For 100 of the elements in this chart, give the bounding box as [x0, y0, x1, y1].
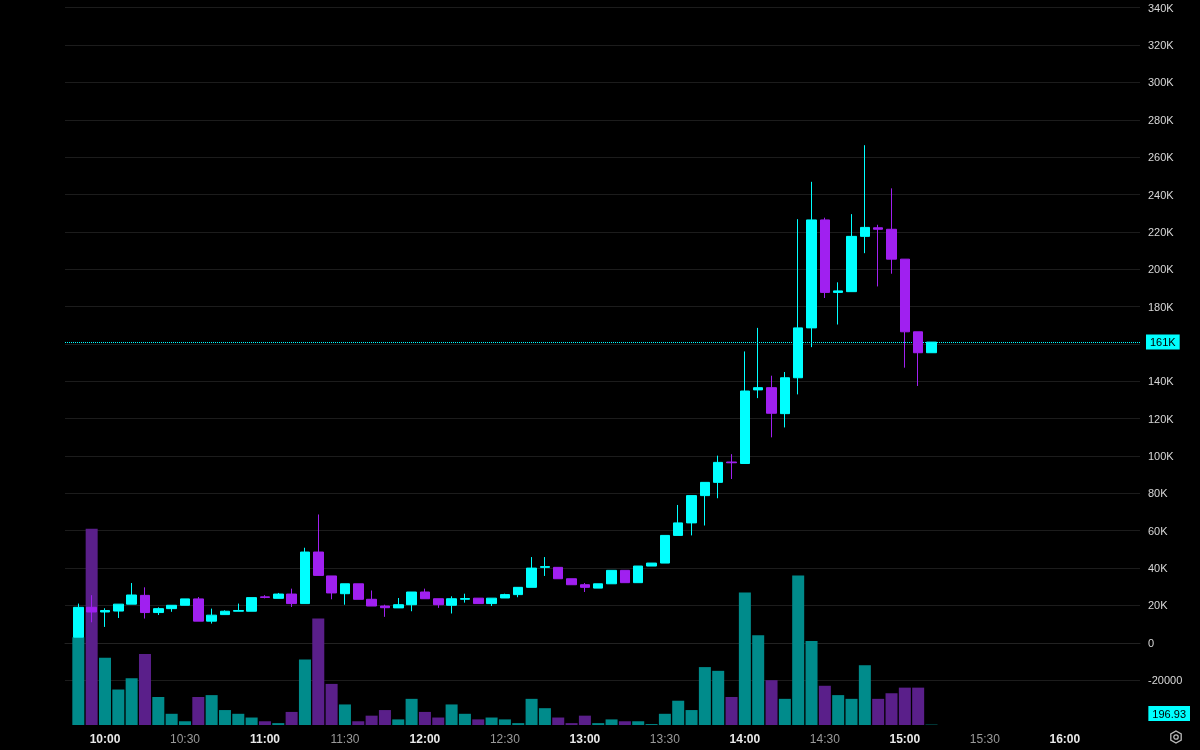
candlestick: [313, 513, 324, 576]
bar: [285, 711, 298, 725]
candlestick: [460, 593, 470, 604]
candlestick: [673, 504, 683, 536]
candlestick: [380, 604, 390, 618]
x-tick-label: 12:30: [489, 732, 521, 746]
candlestick: [886, 187, 897, 275]
bar: [632, 721, 645, 725]
candlestick: [566, 578, 577, 586]
x-tick-label: 14:00: [729, 732, 761, 746]
candlestick: [633, 565, 643, 584]
candlestick: [166, 604, 177, 613]
candlestick: [593, 583, 603, 589]
bar: [85, 528, 98, 725]
y-tick-label: 200K: [1148, 263, 1175, 276]
candlestick: [273, 592, 284, 599]
candlestick: [153, 606, 164, 616]
candlestick: [286, 588, 297, 608]
candlestick: [766, 375, 777, 438]
bar: [765, 680, 778, 725]
y-tick-label: 240K: [1148, 188, 1175, 201]
bar: [832, 695, 845, 725]
candlestick: [900, 258, 910, 369]
candlestick: [193, 596, 204, 622]
bar: [245, 717, 258, 725]
candlestick: [620, 569, 630, 584]
candlestick: [646, 562, 657, 567]
candlestick: [100, 607, 110, 628]
candlestick: [86, 594, 97, 623]
candlestick: [833, 281, 843, 326]
candlestick: [780, 371, 790, 428]
candlestick: [420, 588, 430, 600]
candlestick: [300, 547, 310, 605]
bar: [325, 683, 338, 725]
candlestick: [366, 590, 377, 607]
candlestick: [873, 224, 883, 287]
y-tick-label: 340K: [1148, 1, 1175, 14]
candlestick: [446, 595, 457, 614]
bar: [152, 696, 165, 725]
x-tick-label: 10:30: [169, 732, 201, 746]
y-tick-label: 120K: [1148, 412, 1175, 425]
candlestick: [73, 603, 84, 638]
candlestick: [220, 609, 230, 616]
x-tick-label: 10:00: [89, 732, 121, 746]
y-tick-label: 80K: [1148, 487, 1169, 500]
y-tick-label: 300K: [1148, 76, 1175, 89]
x-tick-label: 15:30: [969, 732, 1001, 746]
bar: [392, 719, 405, 725]
y-tick-label: 280K: [1148, 113, 1175, 126]
bar: [605, 719, 618, 725]
bar: [352, 721, 365, 725]
bar: [138, 654, 151, 725]
candlestick: [686, 495, 697, 536]
candlestick: [180, 598, 190, 606]
x-tick-label: 13:30: [649, 732, 681, 746]
candlestick: [860, 144, 870, 254]
bar: [618, 721, 631, 725]
x-tick-label: 12:00: [409, 732, 441, 746]
x-tick-label: 13:00: [569, 732, 601, 746]
candlestick: [393, 597, 404, 609]
x-tick-label: 11:00: [249, 732, 281, 746]
x-tick-label: 15:00: [889, 732, 921, 746]
bar: [125, 678, 138, 725]
y-tick-label: 320K: [1148, 39, 1175, 52]
candlestick: [326, 575, 337, 600]
ref-line-label: 161K: [1150, 336, 1177, 349]
bar: [192, 696, 205, 725]
candlestick: [846, 213, 857, 293]
y-tick-label: 60K: [1148, 524, 1169, 537]
y-tick-label: 100K: [1148, 450, 1175, 463]
candlestick: [206, 608, 217, 625]
bar: [298, 659, 311, 725]
candlestick: [553, 566, 563, 580]
bar: [725, 696, 738, 725]
candlestick: [740, 350, 750, 464]
candlestick: [486, 597, 497, 607]
y-tick-label: 180K: [1148, 300, 1175, 313]
x-tick-label: 14:30: [809, 732, 841, 746]
x-tick-label: 11:30: [330, 732, 360, 746]
y-tick-label: 220K: [1148, 225, 1175, 238]
bar: [258, 721, 271, 725]
bar: [872, 698, 885, 725]
candlestick: [820, 217, 830, 299]
candlestick: [700, 481, 710, 527]
candlestick: [233, 603, 244, 612]
candlestick: [526, 556, 537, 588]
bar: [338, 704, 351, 725]
bar: [805, 640, 818, 725]
bar: [312, 618, 325, 725]
candlestick: [540, 556, 550, 577]
candlestick: [353, 583, 364, 600]
candlestick: [433, 598, 444, 609]
candlestick: [606, 569, 617, 585]
candlestick: [580, 582, 590, 593]
text: 196.93: [1152, 707, 1187, 720]
candlestick: [713, 455, 723, 499]
bar: [818, 685, 831, 725]
candlestick: [126, 582, 137, 605]
x-tick-label: 16:00: [1049, 732, 1081, 746]
candlestick: [406, 591, 417, 612]
